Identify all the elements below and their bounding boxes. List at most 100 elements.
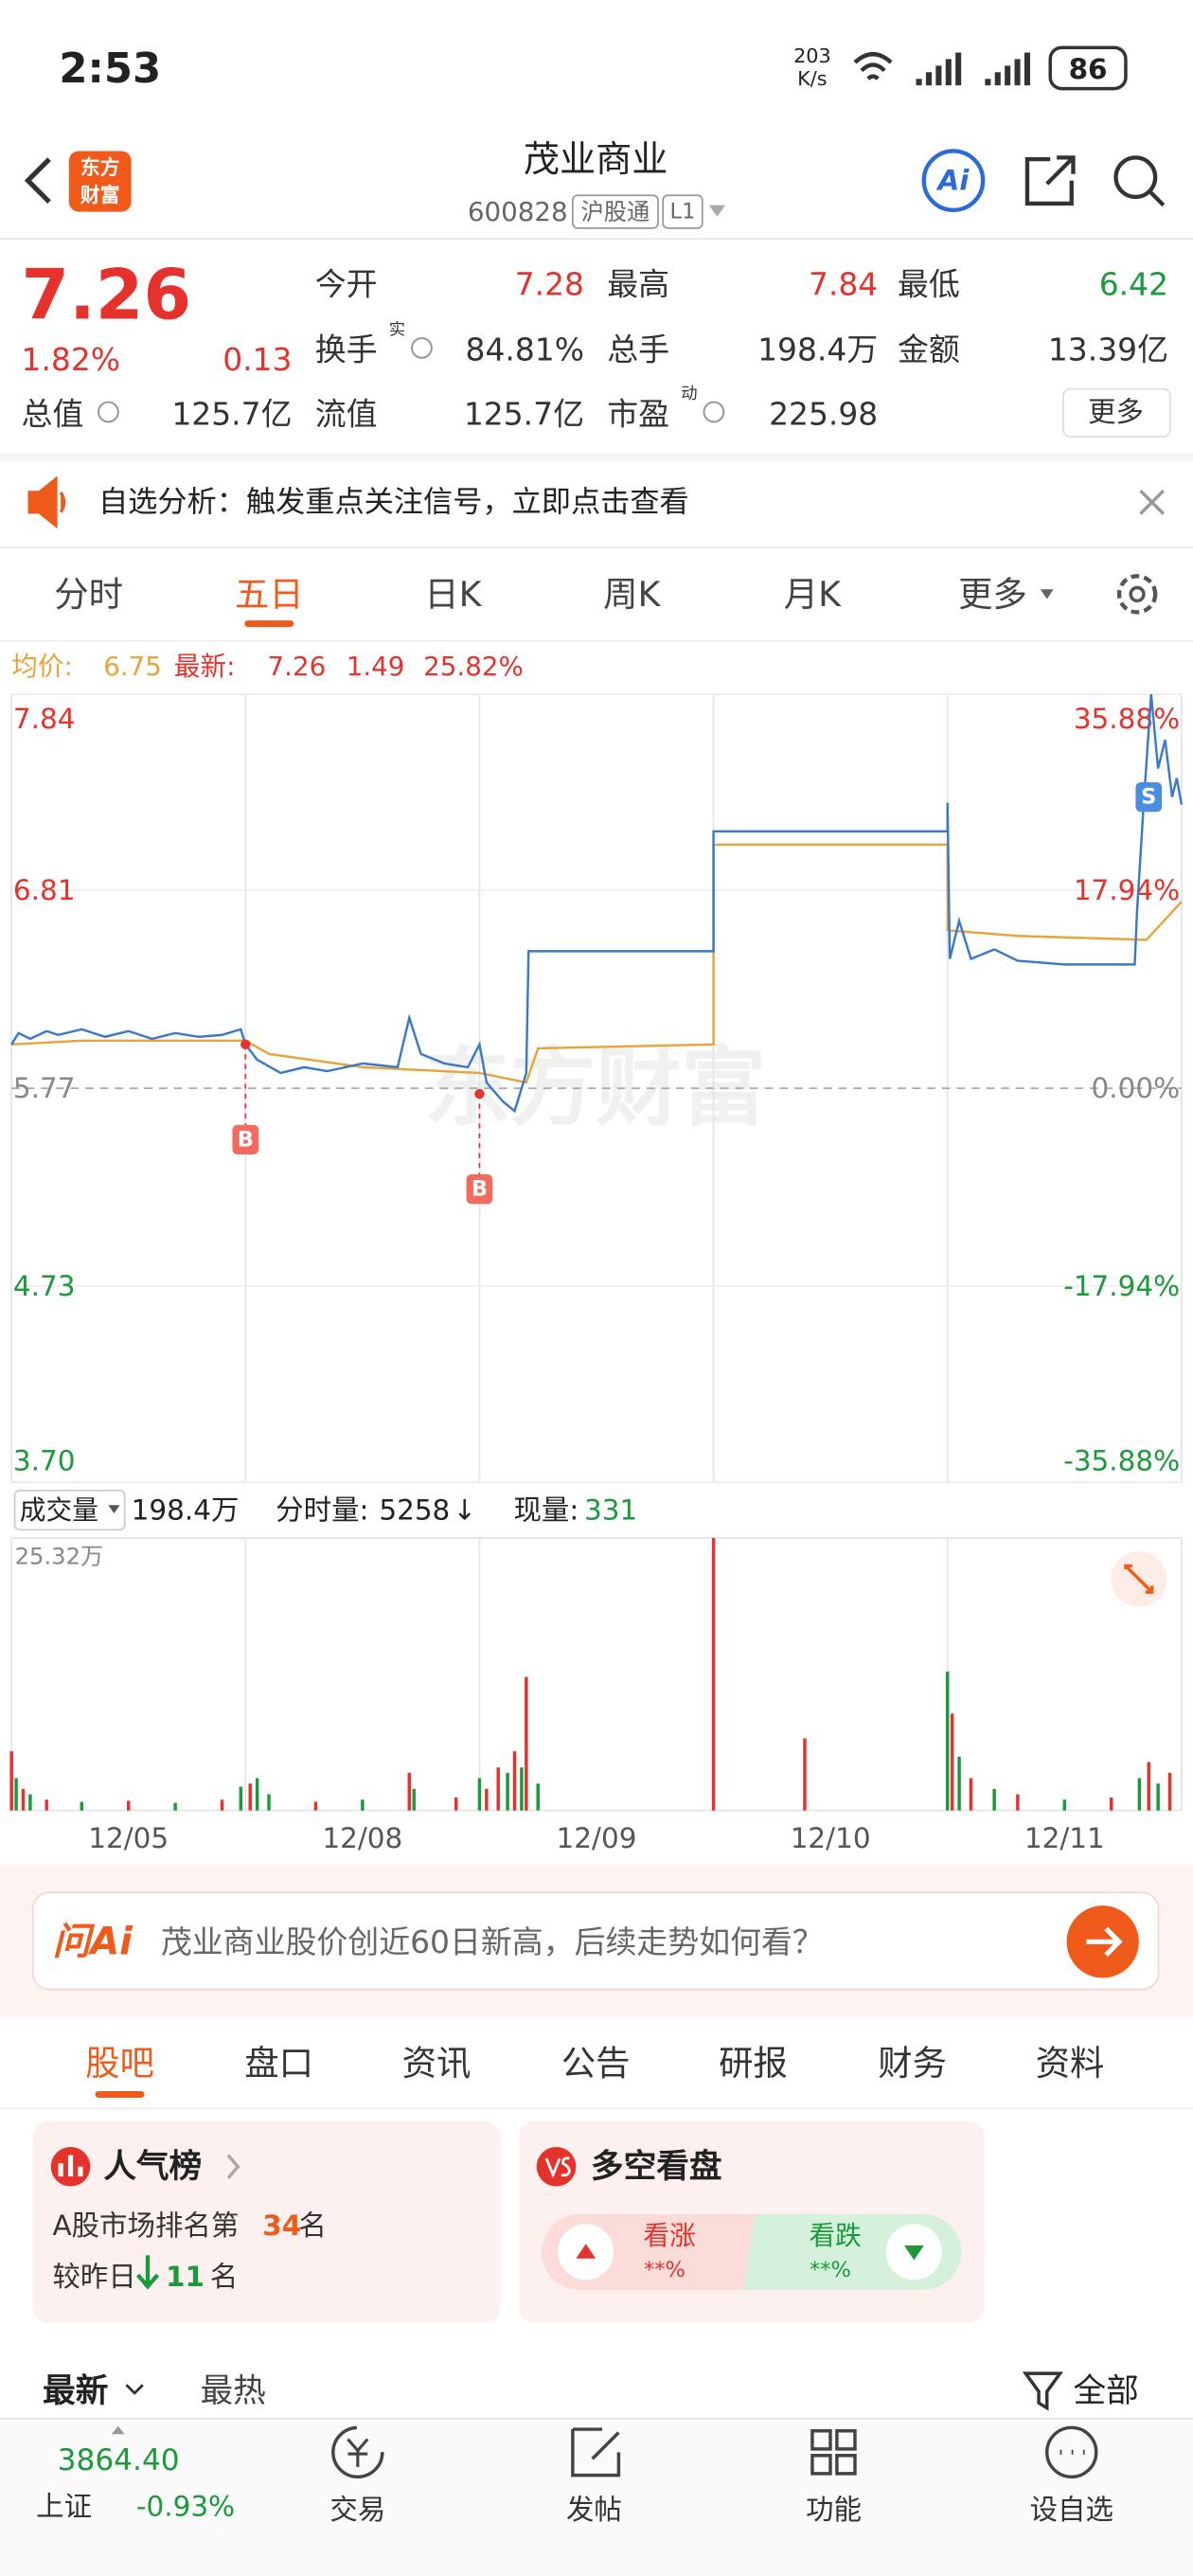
field-label: 最低 [898,265,960,302]
down-icon [903,2245,924,2261]
search-icon[interactable] [1113,155,1158,200]
section-tab[interactable]: 盘口 [244,2043,313,2084]
latest-label: 最新: [174,651,236,682]
close-icon[interactable] [1139,489,1166,515]
y2-tick-label: 35.88% [1074,703,1180,735]
change-amount: 0.13 [223,341,292,378]
field-superscript: 动 [681,385,697,403]
section-tab[interactable]: 研报 [719,2043,788,2084]
info-icon [410,336,433,359]
latest-change: 1.49 [347,651,405,682]
settings-icon[interactable] [1116,574,1158,615]
volume-bar [80,1801,84,1811]
index-value[interactable]: 3864.40 [58,2443,180,2478]
battery [1048,45,1128,91]
y2-tick-label: 17.94% [1074,874,1180,906]
more-button-label[interactable]: 更多 [1088,396,1144,428]
latest-change-percent: 25.82% [423,651,524,682]
volume-bar [957,1756,961,1811]
bull-bear-icon [544,2156,571,2179]
post-icon[interactable] [571,2427,621,2478]
signal-label: S [1141,785,1156,810]
chevron [226,2154,240,2180]
section-tab[interactable]: 股吧 [85,2043,154,2084]
current-volume: 331 [584,1494,637,1526]
filter-label[interactable]: 全部 [1073,2372,1138,2410]
volume-bar [21,1788,26,1811]
divider [0,2417,1193,2420]
more-button[interactable] [1062,387,1171,438]
signal-badge [232,1124,259,1154]
nav-label[interactable]: 设自选 [1030,2494,1113,2526]
volume-label[interactable]: 成交量 [20,1494,98,1526]
trade-icon[interactable] [331,2425,384,2479]
back-icon[interactable] [24,157,51,205]
popularity-icon [58,2155,83,2177]
volume-selector[interactable] [13,1489,126,1531]
watchlist-icon[interactable] [1045,2425,1098,2479]
function-icon[interactable] [810,2429,857,2476]
nav-label[interactable]: 交易 [329,2494,385,2526]
field-label: 金额 [898,331,960,368]
vote-down-label[interactable]: 看跌 [809,2220,861,2251]
compare-suffix: 名 [210,2261,238,2293]
volume-tick-label: 25.32万 [15,1543,104,1570]
search-icon [1148,190,1166,207]
chart-tab[interactable]: 更多 [958,574,1027,615]
ai-label[interactable]: Ai [936,165,970,197]
settings-icon [1129,585,1146,603]
volume-bar [1016,1794,1020,1811]
sort-tab[interactable]: 最热 [200,2372,265,2410]
vote-up-label[interactable]: 看涨 [643,2220,695,2251]
divider [0,453,1193,462]
volume-bar [1156,1783,1160,1811]
volume-bar [255,1778,259,1811]
card-title: 多空看盘 [591,2148,722,2186]
nav-label[interactable]: 发帖 [566,2494,622,2526]
ai-input[interactable] [31,1891,1160,1991]
sort-tab[interactable]: 最新 [43,2372,108,2410]
chart-tab[interactable]: 日K [424,574,482,615]
nav-label[interactable]: 功能 [806,2494,862,2526]
x-tick-label: 12/09 [557,1822,637,1854]
volume-total: 198.4万 [132,1494,240,1526]
rank-suffix: 名 [298,2209,326,2242]
volume-bar [45,1799,48,1811]
chart-tab[interactable]: 分时 [54,574,123,615]
volume-bar [1147,1762,1150,1811]
ai-icon[interactable] [921,149,986,213]
volume-bar [506,1772,509,1811]
ai-prompt[interactable]: 茂业商业股价创近60日新高，后续走势如何看？ [161,1923,824,1960]
change-percent: 1.82% [22,341,121,378]
vote-up-percent: **% [644,2258,686,2282]
info-icon [97,401,119,423]
section-tab[interactable]: 公告 [561,2043,631,2084]
banner-text[interactable]: 自选分析：触发重点关注信号，立即点击查看 [98,485,689,519]
volume-bar [1137,1778,1142,1811]
chart-tab[interactable]: 周K [603,574,661,615]
level-badge [662,194,703,229]
volume-bar [407,1772,412,1811]
field-superscript: 实 [389,320,405,339]
speaker-icon [27,475,66,529]
section-tab[interactable]: 财务 [878,2043,947,2084]
current-volume-label: 现量: [513,1494,579,1526]
expand-icon [1124,1564,1154,1594]
field-value: 7.28 [515,265,584,302]
chart-tab[interactable]: 月K [784,574,842,615]
minute-volume: 5258 [379,1494,450,1526]
volume-bar [477,1778,482,1811]
volume-bar [173,1802,177,1811]
x-tick-label: 12/05 [88,1822,169,1854]
chart-tab[interactable]: 五日 [235,574,304,615]
stock-name: 茂业商业 [524,138,668,180]
section-tab[interactable]: 资讯 [402,2043,472,2084]
filter-icon[interactable] [1022,2371,1064,2411]
volume-bar [313,1801,318,1811]
volume-bar [520,1767,524,1811]
field-value: 198.4万 [757,331,878,368]
field-label: 今开 [315,265,378,302]
section-tab[interactable]: 资料 [1036,2043,1105,2084]
share-icon[interactable] [1024,155,1076,206]
